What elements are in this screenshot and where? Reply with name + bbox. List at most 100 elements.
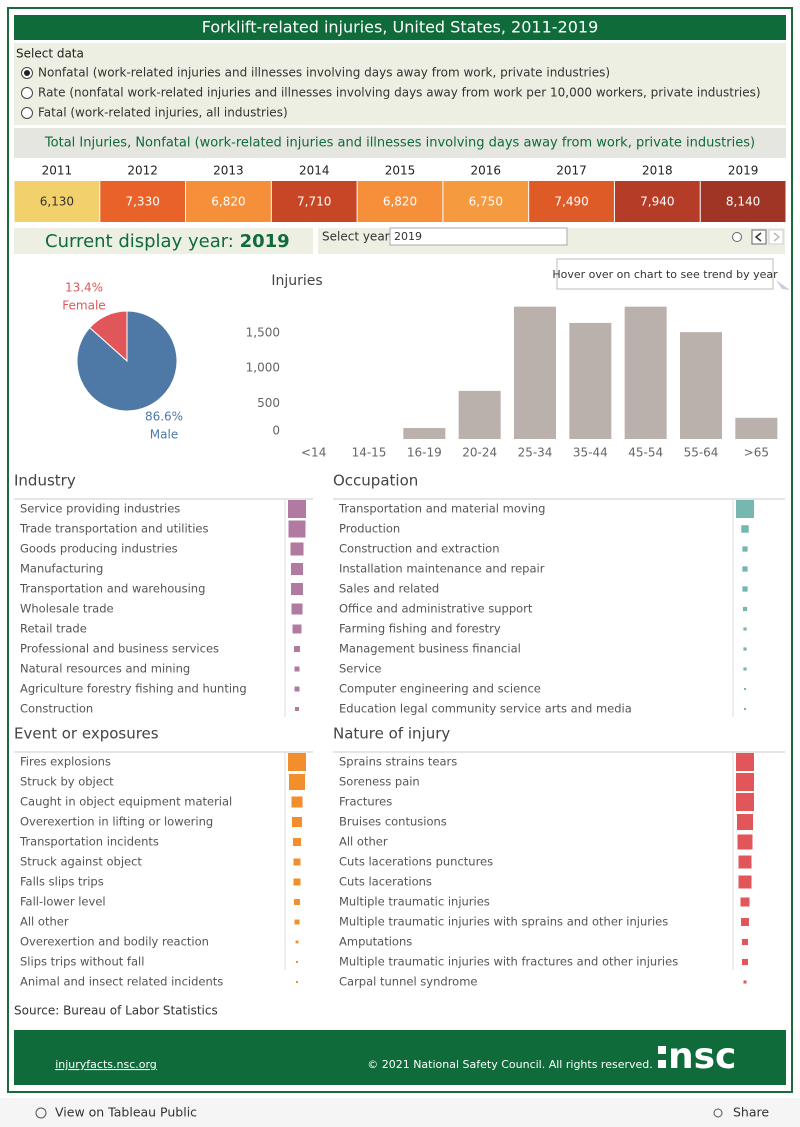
footer-link[interactable]: injuryfacts.nsc.org <box>55 1058 157 1071</box>
list-square[interactable] <box>743 687 747 691</box>
list-square[interactable] <box>740 897 750 907</box>
list-square[interactable] <box>291 603 303 615</box>
year-label: 2019 <box>728 164 759 178</box>
list-items: Service providing industries Trade transp… <box>19 500 306 715</box>
year-cell[interactable] <box>529 181 614 222</box>
year-cell[interactable] <box>100 181 186 222</box>
list-item: All other <box>20 915 69 929</box>
list-square[interactable] <box>741 918 749 926</box>
list-square[interactable] <box>294 666 300 672</box>
list-item: Soreness pain <box>339 775 420 789</box>
prev-button[interactable] <box>751 229 767 245</box>
toolbar <box>0 1098 800 1127</box>
bar[interactable] <box>458 390 501 439</box>
bar[interactable] <box>514 306 556 439</box>
year-input[interactable] <box>389 227 568 246</box>
bar[interactable] <box>569 322 612 439</box>
bar[interactable] <box>680 332 722 439</box>
list-square[interactable] <box>736 773 754 791</box>
list-square[interactable] <box>292 817 302 827</box>
year-cell[interactable] <box>186 181 271 222</box>
radio[interactable] <box>21 87 33 99</box>
list-square[interactable] <box>738 855 752 869</box>
list-square[interactable] <box>295 960 299 964</box>
bar[interactable] <box>624 306 667 439</box>
title: Forklift-related injuries, United States… <box>202 18 599 37</box>
year-cell[interactable] <box>271 181 357 222</box>
x-tick-label: 55-64 <box>684 446 719 460</box>
list-item: Amputations <box>339 935 412 949</box>
pie-category-label: Female <box>62 299 105 313</box>
list-items: Transportation and material moving Produc… <box>338 500 754 716</box>
list-square[interactable] <box>292 624 302 634</box>
list-square[interactable] <box>743 980 747 984</box>
list-square[interactable] <box>736 753 754 771</box>
list-square[interactable] <box>288 520 306 538</box>
year-cell[interactable] <box>443 181 529 222</box>
list-square[interactable] <box>742 586 748 592</box>
list-square[interactable] <box>736 793 754 811</box>
slider-knob[interactable] <box>732 232 742 242</box>
list-square[interactable] <box>294 899 300 905</box>
display-year-label: Current display year: <box>45 231 234 252</box>
list-square[interactable] <box>294 706 300 712</box>
list-square[interactable] <box>737 834 753 850</box>
x-tick-label: 25-34 <box>518 446 553 460</box>
list-item: Struck by object <box>20 775 114 789</box>
list-square[interactable] <box>288 753 306 771</box>
list-square[interactable] <box>293 858 301 866</box>
tableau-icon <box>35 1107 47 1119</box>
list-square[interactable] <box>743 647 747 651</box>
list-square[interactable] <box>291 796 303 808</box>
list-square[interactable] <box>742 606 748 612</box>
bar[interactable] <box>735 417 778 439</box>
next-button[interactable] <box>768 229 784 245</box>
list-square[interactable] <box>741 958 749 966</box>
bar[interactable] <box>403 428 446 439</box>
list-square[interactable] <box>743 667 747 671</box>
list-square[interactable] <box>290 542 304 556</box>
share-button[interactable]: Share <box>733 1105 769 1120</box>
list-item: Manufacturing <box>20 562 103 576</box>
list-square[interactable] <box>294 919 300 925</box>
list-item: Education legal community service arts a… <box>339 702 632 716</box>
radio[interactable] <box>21 107 33 119</box>
list-title: Occupation <box>333 472 418 490</box>
list-square[interactable] <box>742 566 748 572</box>
subtitle: Total Injuries, Nonfatal (work-related i… <box>44 136 755 151</box>
list-item: Fires explosions <box>20 755 111 769</box>
x-tick-label: 45-54 <box>628 446 663 460</box>
list-item: Computer engineering and science <box>339 682 541 696</box>
list-square[interactable] <box>294 646 300 652</box>
list-item: Trade transportation and utilities <box>19 522 208 536</box>
list-square[interactable] <box>290 562 304 576</box>
list-square[interactable] <box>736 813 754 831</box>
list-square[interactable] <box>290 582 304 596</box>
list-square[interactable] <box>295 940 299 944</box>
list-square[interactable] <box>743 707 747 711</box>
list-item: Production <box>339 522 400 536</box>
list-square[interactable] <box>288 773 306 791</box>
year-cell[interactable] <box>700 181 786 222</box>
year-cell[interactable] <box>357 181 443 222</box>
list-square[interactable] <box>742 546 748 552</box>
list-square[interactable] <box>294 686 300 692</box>
subtitle-band <box>14 128 786 158</box>
list-square[interactable] <box>295 980 299 984</box>
list-square[interactable] <box>736 500 754 518</box>
radio-label: Rate (nonfatal work-related injuries and… <box>38 86 761 100</box>
list-square[interactable] <box>741 938 749 946</box>
list-square[interactable] <box>288 500 306 518</box>
list-square[interactable] <box>292 837 302 847</box>
list-square[interactable] <box>741 525 749 533</box>
list-square[interactable] <box>738 875 752 889</box>
year-cell[interactable] <box>614 181 700 222</box>
list-item: Falls slips trips <box>20 875 104 889</box>
list-square[interactable] <box>743 627 747 631</box>
list-square[interactable] <box>293 878 301 886</box>
view-link[interactable]: View on Tableau Public <box>55 1105 197 1120</box>
list-item: Slips trips without fall <box>20 955 144 969</box>
year-cell[interactable] <box>14 181 100 222</box>
bar-title: Injuries <box>271 273 322 289</box>
list-item: Fractures <box>339 795 392 809</box>
